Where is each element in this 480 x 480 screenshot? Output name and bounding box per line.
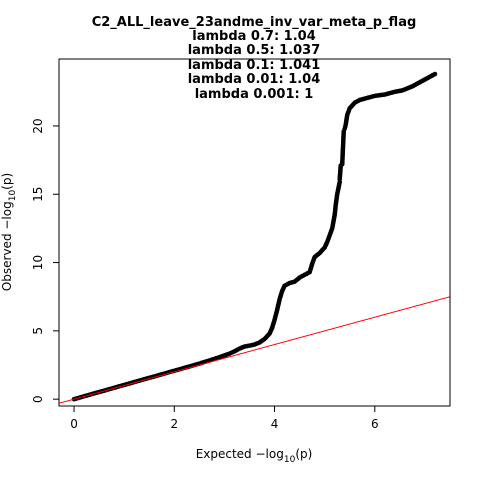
x-axis-label: Expected −log10(p) (196, 447, 313, 465)
y-axis-label-arg: (p) (0, 173, 14, 190)
data-points (71, 71, 438, 402)
title-line: lambda 0.01: 1.04 (188, 72, 321, 87)
data-point (432, 71, 438, 77)
y-tick-label: 0 (31, 395, 45, 403)
y-axis: 0 5 10 15 20 (31, 118, 59, 403)
x-tick-label: 2 (170, 417, 178, 431)
x-axis: 0 2 4 6 (70, 406, 379, 431)
x-axis-label-prefix: Expected (196, 447, 256, 461)
x-tick-label: 0 (70, 417, 78, 431)
x-axis-label-func: −log (256, 447, 284, 461)
x-tick-label: 4 (271, 417, 279, 431)
reference-line-layer (59, 296, 450, 404)
x-axis-label-arg: (p) (295, 447, 312, 461)
y-tick-label: 15 (31, 187, 45, 202)
title-line: lambda 0.5: 1.037 (188, 43, 321, 58)
y-axis-label-func: −log (0, 201, 14, 229)
reference-line (59, 296, 450, 404)
x-tick-label: 6 (371, 417, 379, 431)
y-tick-label: 5 (31, 327, 45, 335)
chart-title: C2_ALL_leave_23andme_inv_var_meta_p_flag… (92, 15, 417, 102)
x-axis-label-sub: 10 (284, 455, 296, 465)
y-axis-label-prefix: Observed (0, 230, 14, 292)
y-tick-label: 20 (31, 118, 45, 133)
y-axis-label-sub: 10 (8, 190, 18, 202)
y-axis-label: Observed −log10(p) (0, 173, 18, 291)
y-tick-label: 10 (31, 255, 45, 270)
title-line: C2_ALL_leave_23andme_inv_var_meta_p_flag (92, 15, 417, 30)
title-line: lambda 0.7: 1.04 (192, 29, 316, 44)
title-line: lambda 0.1: 1.041 (188, 58, 321, 73)
plot-frame (58, 58, 451, 407)
title-line: lambda 0.001: 1 (195, 87, 314, 102)
